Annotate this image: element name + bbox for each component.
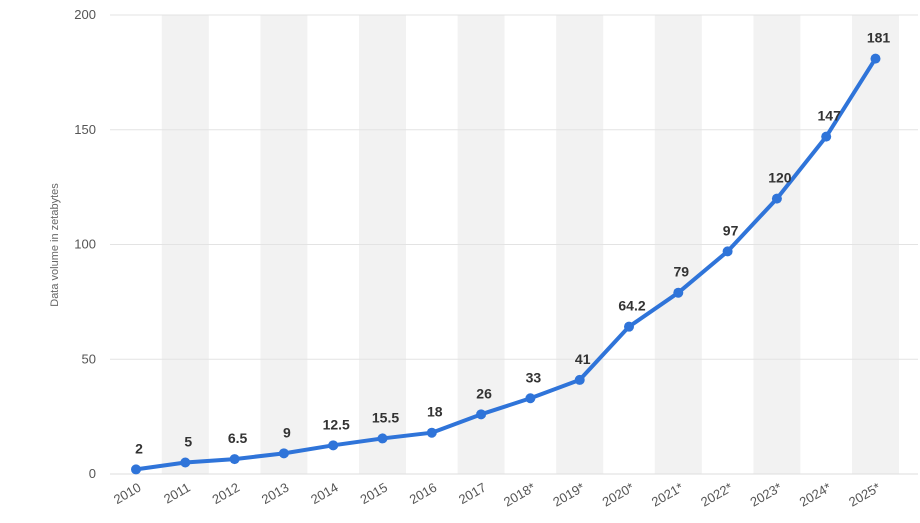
x-tick-label: 2016 bbox=[407, 480, 440, 507]
y-tick-label: 150 bbox=[74, 122, 96, 137]
data-point[interactable] bbox=[476, 409, 487, 420]
x-tick-label: 2020* bbox=[600, 480, 637, 510]
data-point[interactable] bbox=[821, 131, 832, 142]
data-point[interactable] bbox=[278, 448, 289, 459]
data-point[interactable] bbox=[377, 433, 388, 444]
data-point[interactable] bbox=[229, 454, 240, 465]
data-label: 12.5 bbox=[323, 416, 350, 432]
data-point[interactable] bbox=[180, 457, 191, 468]
x-axis-ticks: 2010 2011 2012 2013 2014 2015 2016 2017 2018* 201… bbox=[111, 480, 883, 510]
data-label: 33 bbox=[526, 369, 542, 385]
data-labels: 2 5 6.5 9 12.5 15.5 18 26 33 41 64.2 79 97 120 147 181 bbox=[135, 30, 890, 457]
data-label: 2 bbox=[135, 440, 143, 456]
data-point[interactable] bbox=[673, 287, 684, 298]
data-label: 181 bbox=[867, 30, 891, 46]
data-label: 5 bbox=[184, 434, 192, 450]
x-tick-label: 2015 bbox=[357, 480, 390, 507]
x-tick-label: 2023* bbox=[747, 480, 784, 510]
y-tick-label: 0 bbox=[89, 466, 96, 481]
data-point[interactable] bbox=[328, 440, 339, 451]
data-point[interactable] bbox=[771, 193, 782, 204]
data-point[interactable] bbox=[624, 321, 634, 332]
data-label: 6.5 bbox=[228, 430, 248, 446]
x-tick-label: 2012 bbox=[210, 480, 243, 507]
x-tick-label: 2024* bbox=[797, 480, 834, 510]
data-label: 79 bbox=[674, 264, 690, 280]
x-tick-label: 2019* bbox=[550, 480, 587, 510]
data-label: 147 bbox=[818, 108, 842, 124]
x-tick-label: 2013 bbox=[259, 480, 292, 507]
data-point[interactable] bbox=[574, 374, 585, 385]
x-tick-label: 2014 bbox=[308, 480, 341, 507]
data-point[interactable] bbox=[131, 464, 141, 475]
y-tick-label: 100 bbox=[74, 237, 96, 252]
y-axis-label: Data volume in zetabytes bbox=[49, 183, 61, 307]
x-tick-label: 2025* bbox=[846, 480, 883, 510]
y-tick-label: 200 bbox=[74, 7, 96, 22]
data-label: 120 bbox=[768, 170, 792, 186]
y-tick-label: 50 bbox=[82, 351, 96, 366]
data-points bbox=[131, 53, 881, 475]
data-label: 9 bbox=[283, 424, 291, 440]
data-label: 41 bbox=[575, 351, 591, 367]
series-line-group bbox=[134, 56, 878, 472]
data-label: 18 bbox=[427, 404, 443, 420]
x-tick-label: 2018* bbox=[501, 480, 538, 510]
series-line bbox=[134, 56, 878, 472]
y-axis-ticks: 0 50 100 150 200 bbox=[74, 7, 96, 481]
data-point[interactable] bbox=[426, 427, 437, 438]
data-point[interactable] bbox=[722, 246, 733, 257]
data-label: 97 bbox=[723, 222, 739, 238]
data-label: 64.2 bbox=[618, 298, 645, 314]
gridlines bbox=[110, 14, 918, 475]
x-tick-label: 2010 bbox=[111, 480, 144, 507]
x-tick-label: 2022* bbox=[698, 480, 735, 510]
data-label: 15.5 bbox=[372, 409, 399, 425]
data-point[interactable] bbox=[870, 53, 881, 64]
data-label: 26 bbox=[476, 385, 492, 401]
x-tick-label: 2021* bbox=[649, 480, 686, 510]
x-tick-label: 2017 bbox=[456, 480, 489, 507]
x-tick-label: 2011 bbox=[161, 480, 193, 507]
data-point[interactable] bbox=[525, 393, 536, 404]
